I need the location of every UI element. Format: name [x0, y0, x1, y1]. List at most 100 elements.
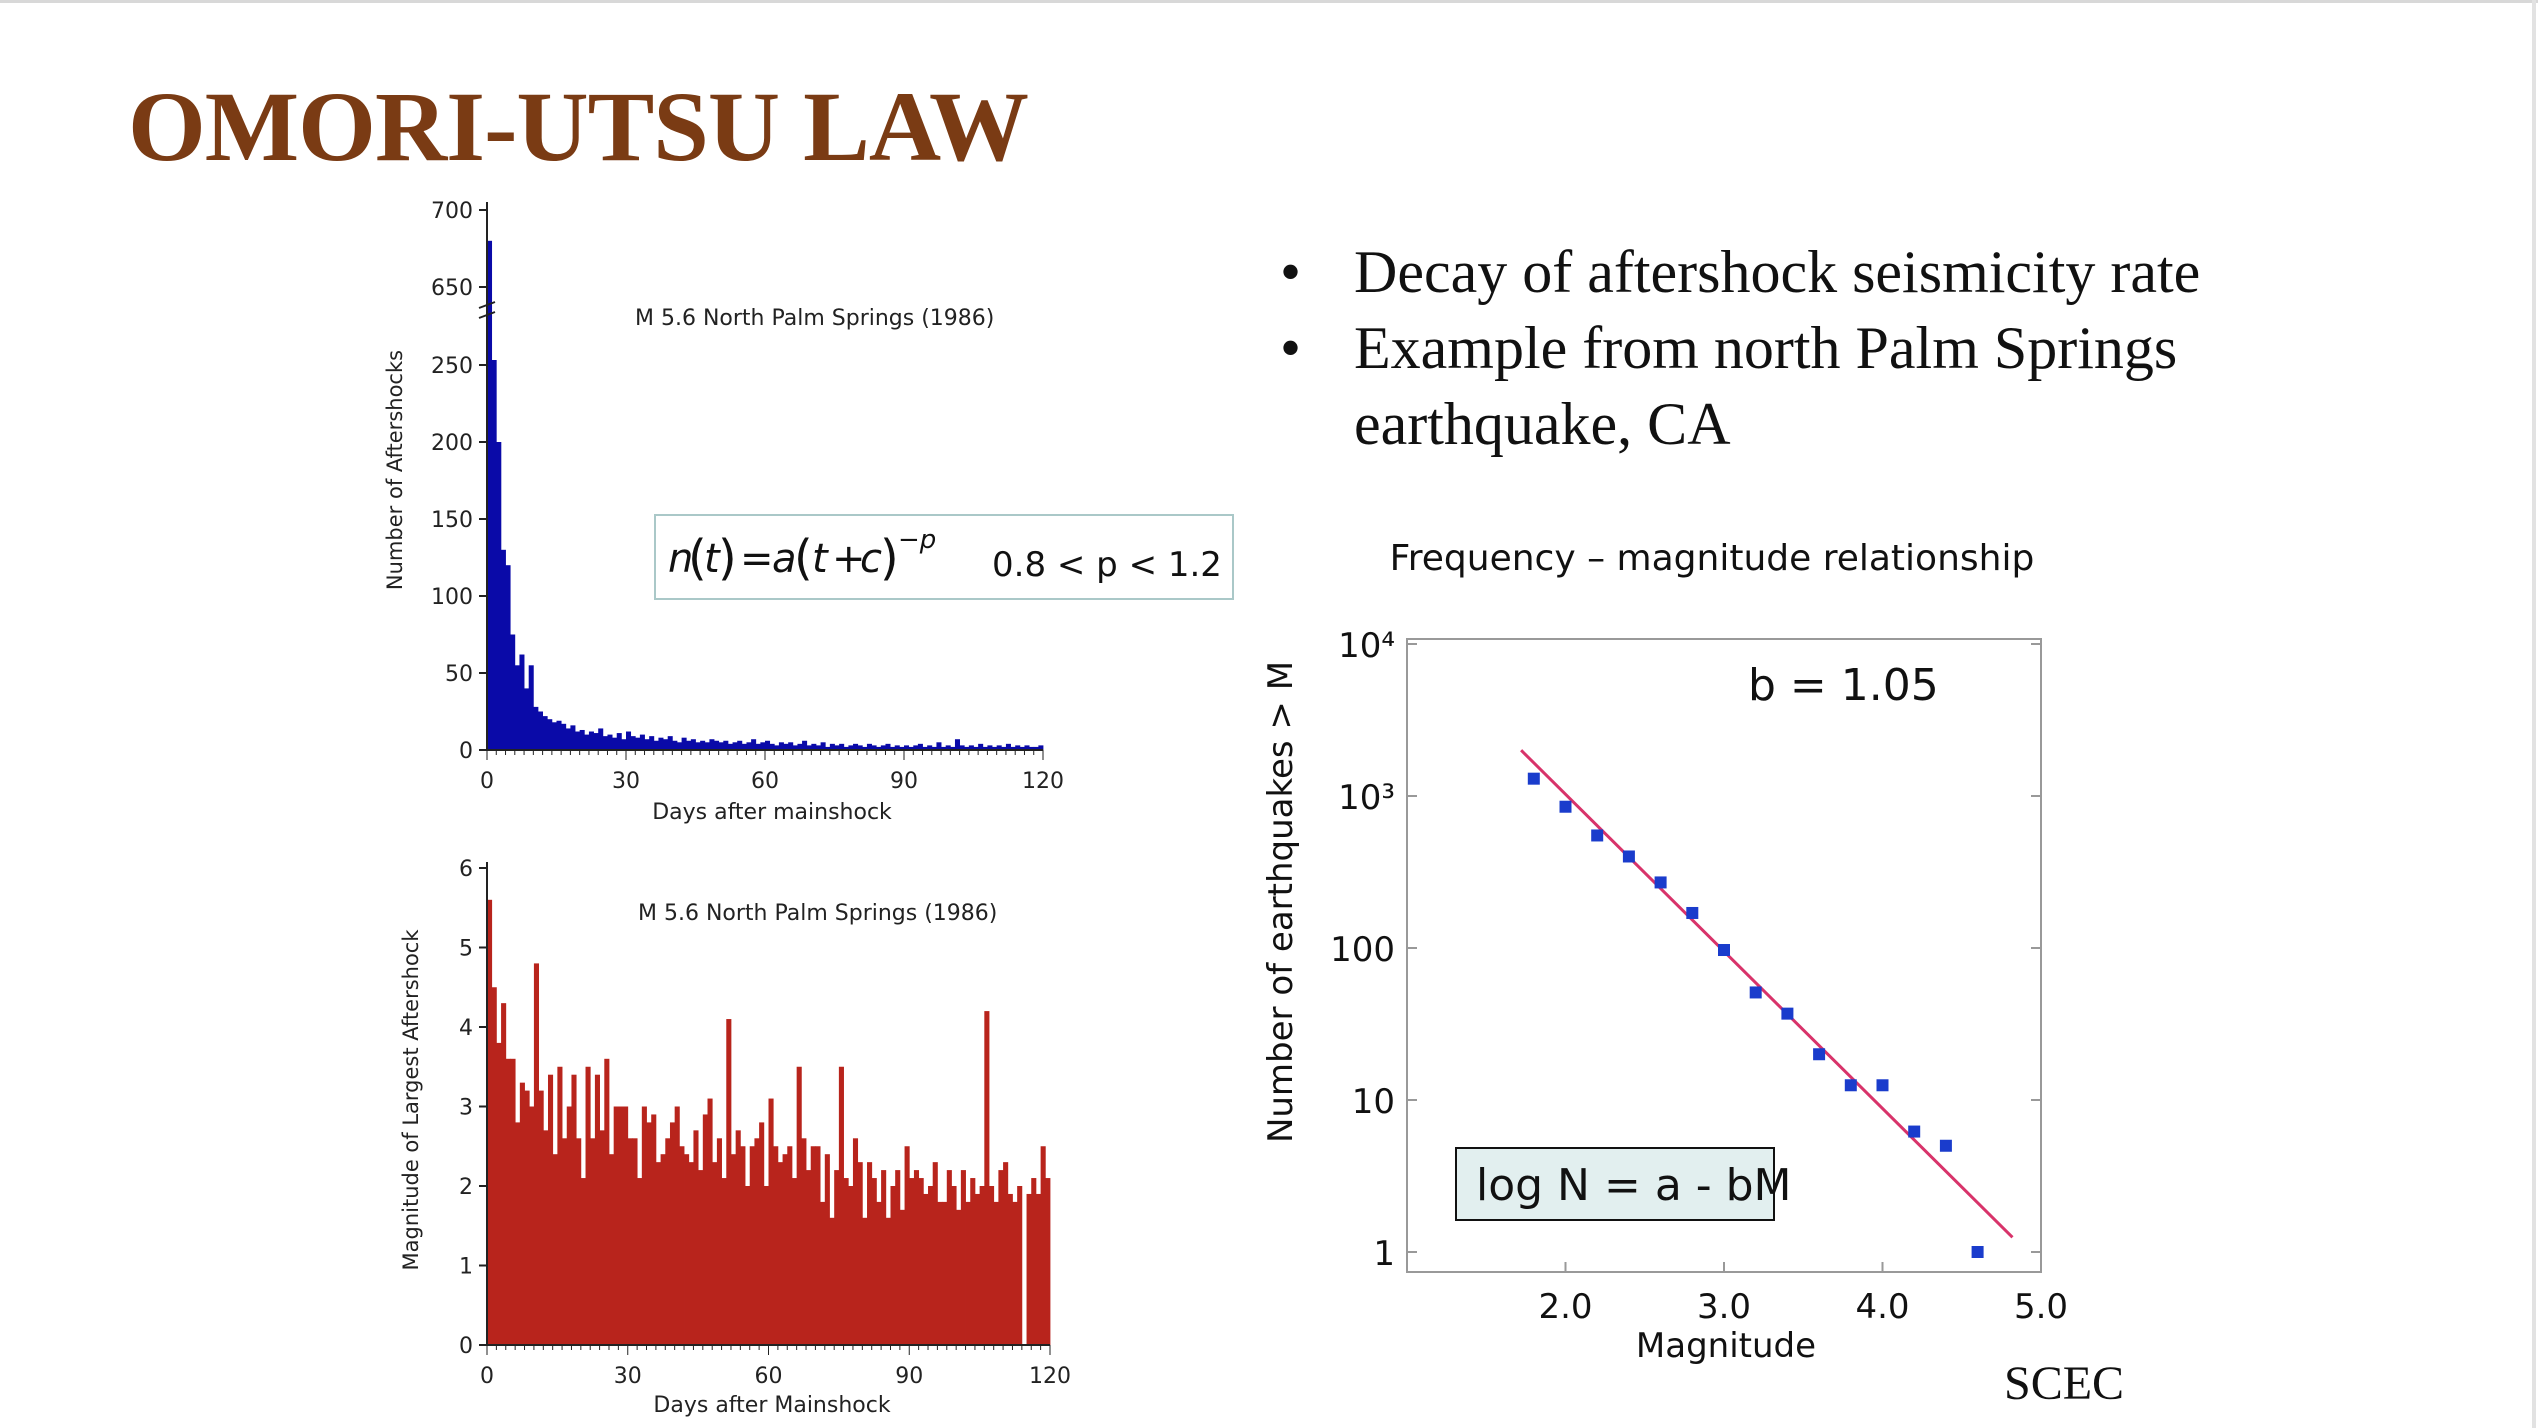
- magnitude-bar: [566, 1106, 572, 1345]
- bullet-item: • Example from north Palm Springs earthq…: [1280, 310, 2340, 462]
- magnitude-bar: [754, 1138, 760, 1345]
- fm-y-tick-label: 10: [1352, 1082, 1395, 1122]
- count-chart-ylabel: Number of Aftershocks: [383, 350, 407, 590]
- mag-chart-ylabel: Magnitude of Largest Aftershock: [399, 929, 423, 1271]
- source-credit: SCEC: [2004, 1357, 2125, 1410]
- count-bar: [765, 740, 771, 750]
- magnitude-bar: [951, 1186, 957, 1345]
- magnitude-bar: [791, 1178, 798, 1345]
- count-bar: [922, 746, 928, 750]
- magnitude-bar: [646, 1122, 652, 1345]
- count-bar: [588, 731, 594, 750]
- magnitude-bar: [970, 1178, 976, 1345]
- magnitude-bar: [693, 1130, 699, 1345]
- magnitude-bar: [782, 1154, 788, 1345]
- magnitude-bar: [590, 1138, 596, 1345]
- count-bar: [1015, 745, 1021, 750]
- fm-data-point: [1781, 1007, 1794, 1020]
- magnitude-bar: [895, 1170, 901, 1345]
- count-bar: [593, 733, 599, 750]
- mag-chart-xlabel: Days after Mainshock: [653, 1393, 890, 1418]
- slide-title: OMORI-UTSU LAW: [128, 71, 1029, 182]
- fm-data-point: [1654, 876, 1667, 889]
- magnitude-bar: [702, 1114, 708, 1345]
- count-bar: [774, 745, 780, 750]
- fm-data-point: [1908, 1125, 1921, 1138]
- count-bar: [690, 739, 696, 750]
- magnitude-bar: [909, 1178, 915, 1345]
- magnitude-bar: [576, 1138, 582, 1345]
- magnitude-bar: [857, 1162, 863, 1345]
- bullet-dot-icon: •: [1280, 315, 1302, 381]
- formula-paren-close-icon: ): [880, 530, 899, 586]
- count-bar: [811, 743, 817, 750]
- magnitude-bar: [613, 1106, 619, 1345]
- count-bar: [602, 736, 608, 750]
- count-bar: [978, 743, 984, 750]
- count-bar: [820, 742, 826, 750]
- formula-box-border: [654, 514, 1234, 600]
- count-bar: [792, 745, 798, 750]
- magnitude-bar: [759, 1122, 765, 1345]
- magnitude-bar: [867, 1162, 873, 1345]
- count-bar: [533, 706, 539, 750]
- fm-x-tick-label: 4.0: [1855, 1287, 1909, 1327]
- count-bar: [885, 743, 891, 750]
- count-bar: [992, 746, 998, 750]
- formula-paren-open-icon: (: [688, 530, 707, 586]
- count-x-tick-label: 90: [890, 769, 918, 794]
- count-bar: [815, 745, 821, 750]
- magnitude-bar: [787, 1146, 793, 1345]
- magnitude-bar: [651, 1114, 657, 1345]
- fm-x-tick-label: 2.0: [1538, 1287, 1592, 1327]
- count-bar: [996, 745, 1002, 750]
- count-y-tick-label: 50: [445, 662, 473, 687]
- mag-chart-title: M 5.6 North Palm Springs (1986): [638, 901, 997, 926]
- fm-data-point: [1971, 1246, 1984, 1258]
- mag-x-tick-label: 30: [614, 1364, 642, 1389]
- count-bar: [876, 746, 882, 750]
- fm-chart-title: Frequency – magnitude relationship: [1390, 538, 2035, 579]
- count-y-tick-label: 250: [431, 354, 473, 379]
- count-bar: [788, 742, 794, 750]
- magnitude-bar: [740, 1146, 746, 1345]
- magnitude-bar: [571, 1074, 577, 1345]
- magnitude-bar: [655, 1162, 661, 1345]
- magnitude-bar: [763, 1186, 769, 1345]
- formula-exponent: −p: [898, 525, 936, 555]
- magnitude-bar: [806, 1170, 812, 1345]
- magnitude-bar: [665, 1138, 671, 1345]
- formula-paren-open-icon: (: [794, 530, 813, 586]
- magnitude-bar: [538, 1090, 544, 1345]
- frequency-magnitude-chart: Frequency – magnitude relationship Numbe…: [1261, 538, 2068, 1366]
- omori-formula-box: n ( t ) = a ( t + c ) −p 0.8 < p < 1.2: [654, 514, 1234, 600]
- count-x-tick-label: 30: [612, 769, 640, 794]
- count-bar: [945, 745, 951, 750]
- mag-y-tick-label: 1: [459, 1255, 473, 1280]
- magnitude-bar: [960, 1170, 966, 1345]
- count-bar: [899, 746, 905, 750]
- count-bar: [547, 719, 553, 750]
- magnitude-bar: [726, 1019, 732, 1345]
- count-bar: [681, 737, 687, 750]
- magnitude-bar: [623, 1106, 629, 1345]
- magnitude-bar: [993, 1201, 999, 1345]
- count-bar: [700, 740, 706, 750]
- magnitude-bar: [885, 1217, 891, 1345]
- count-bar: [1024, 745, 1030, 750]
- count-bar: [1029, 746, 1035, 750]
- count-bar: [584, 734, 590, 750]
- magnitude-bar: [1045, 1178, 1051, 1345]
- magnitude-bar: [608, 1154, 615, 1345]
- count-bar: [866, 743, 872, 750]
- fm-equation-box: [1455, 1147, 1775, 1221]
- count-bar: [913, 745, 919, 750]
- count-bar: [1019, 746, 1025, 750]
- count-bar: [630, 736, 636, 750]
- bullet-item: • Decay of aftershock seismicity rate: [1280, 234, 2340, 310]
- magnitude-bar: [928, 1186, 934, 1345]
- count-bar: [959, 745, 965, 750]
- magnitude-bar: [824, 1154, 830, 1345]
- count-bar: [760, 742, 766, 750]
